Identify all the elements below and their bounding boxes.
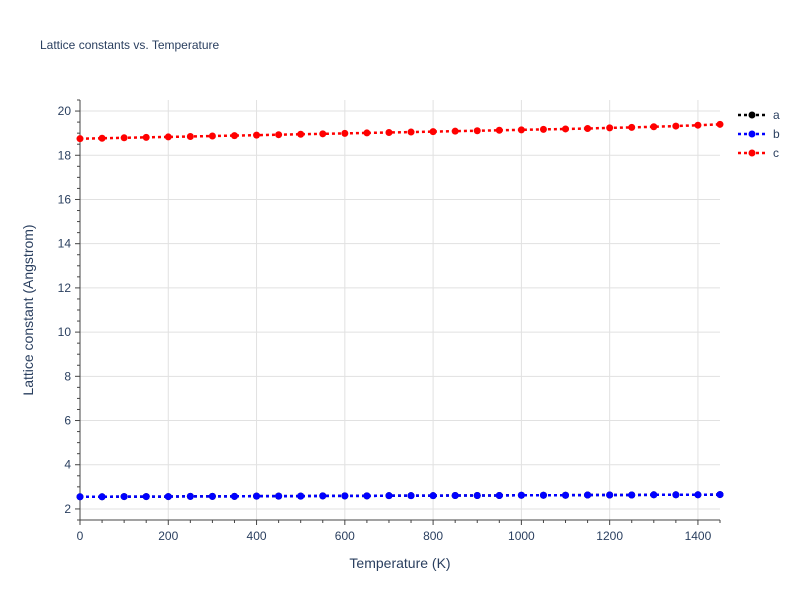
grid-layer (80, 100, 720, 520)
data-point-b (716, 491, 724, 499)
legend-item-b[interactable]: b (738, 127, 780, 141)
series-c (76, 120, 724, 143)
data-point-c (98, 134, 106, 142)
series-b (76, 491, 724, 501)
legend[interactable]: abc (738, 108, 780, 160)
x-tick-label: 400 (247, 529, 267, 543)
data-point-c (650, 123, 658, 131)
y-tick-label: 16 (58, 192, 72, 206)
data-point-b (142, 493, 150, 501)
data-point-b (319, 492, 327, 500)
data-point-b (341, 492, 349, 500)
data-point-b (385, 492, 393, 500)
data-point-c (628, 123, 636, 131)
data-point-c (385, 128, 393, 136)
y-tick-label: 4 (64, 458, 71, 472)
data-point-b (208, 492, 216, 500)
data-point-b (186, 492, 194, 500)
x-axis-title: Temperature (K) (349, 555, 450, 571)
data-point-b (98, 493, 106, 501)
data-point-b (650, 491, 658, 499)
x-tick-label: 0 (77, 529, 84, 543)
chart-title: Lattice constants vs. Temperature (40, 38, 220, 52)
data-point-c (186, 132, 194, 140)
y-tick-label: 14 (58, 237, 72, 251)
legend-label: c (773, 146, 779, 160)
data-point-b (473, 491, 481, 499)
data-point-b (275, 492, 283, 500)
data-point-c (253, 131, 261, 139)
data-point-c (297, 130, 305, 138)
x-tick-label: 1200 (596, 529, 623, 543)
x-tick-label: 800 (423, 529, 443, 543)
series-line-c (79, 123, 721, 140)
data-point-c (319, 130, 327, 138)
data-point-c (495, 126, 503, 134)
data-point-c (341, 129, 349, 137)
data-point-b (539, 491, 547, 499)
data-point-c (606, 124, 614, 132)
data-point-c (76, 135, 84, 143)
data-point-c (517, 126, 525, 134)
data-point-c (716, 120, 724, 128)
legend-swatch-marker (748, 149, 756, 157)
data-point-b (253, 492, 261, 500)
y-tick-label: 12 (58, 281, 72, 295)
legend-item-a[interactable]: a (738, 108, 780, 122)
y-tick-label: 2 (64, 502, 71, 516)
data-point-b (495, 491, 503, 499)
y-tick-label: 6 (64, 414, 71, 428)
y-tick-label: 10 (58, 325, 72, 339)
data-point-c (694, 121, 702, 129)
data-point-b (451, 491, 459, 499)
x-tick-label: 1000 (508, 529, 535, 543)
series-layer (76, 120, 724, 501)
legend-item-c[interactable]: c (738, 146, 779, 160)
data-point-c (363, 129, 371, 137)
data-point-c (275, 131, 283, 139)
series-line-b (80, 493, 721, 499)
data-point-b (694, 491, 702, 499)
data-point-c (120, 134, 128, 142)
y-tick-label: 18 (58, 148, 72, 162)
data-point-b (584, 491, 592, 499)
data-point-c (672, 122, 680, 130)
data-point-b (120, 493, 128, 501)
data-point-c (539, 125, 547, 133)
data-point-c (208, 132, 216, 140)
data-point-b (429, 492, 437, 500)
axes-layer: 0 200 400 600 800 1000 1200 1400 2 4 6 8 10 12 14 16 18 2… (58, 99, 721, 543)
legend-label: b (773, 127, 780, 141)
x-tick-label: 200 (158, 529, 178, 543)
data-point-b (407, 492, 415, 500)
y-tick-label: 8 (64, 369, 71, 383)
data-point-c (230, 132, 238, 140)
data-point-b (628, 491, 636, 499)
data-point-b (517, 491, 525, 499)
x-tick-label: 600 (335, 529, 355, 543)
legend-label: a (773, 108, 780, 122)
data-point-b (297, 492, 305, 500)
data-point-c (451, 127, 459, 135)
data-point-b (164, 493, 172, 501)
data-point-c (407, 128, 415, 136)
data-point-b (606, 491, 614, 499)
data-point-c (142, 133, 150, 141)
data-point-c (429, 128, 437, 136)
data-point-c (584, 125, 592, 133)
data-point-b (672, 491, 680, 499)
data-point-b (76, 493, 84, 501)
data-point-b (562, 491, 570, 499)
data-point-c (473, 127, 481, 135)
y-tick-label: 20 (58, 104, 72, 118)
data-point-b (363, 492, 371, 500)
data-point-b (230, 492, 238, 500)
data-point-c (164, 133, 172, 141)
y-axis-title: Lattice constant (Angstrom) (20, 224, 36, 395)
legend-swatch-marker (748, 130, 756, 138)
data-point-c (562, 125, 570, 133)
legend-swatch-marker (748, 111, 756, 119)
x-tick-label: 1400 (685, 529, 712, 543)
